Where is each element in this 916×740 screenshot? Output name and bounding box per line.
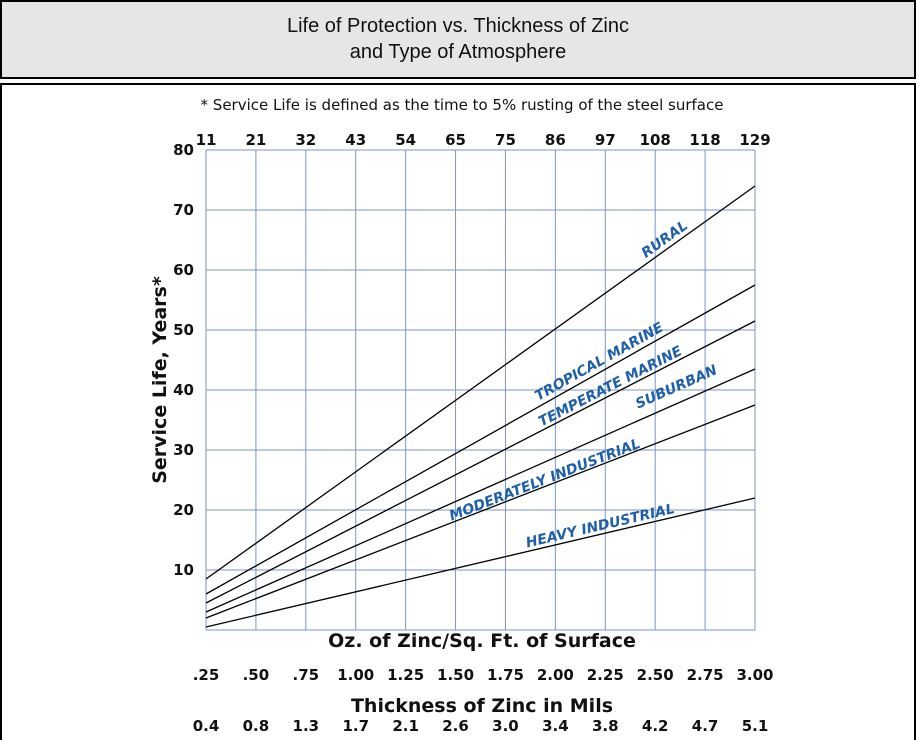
- series-line: [205, 320, 756, 604]
- chart-title-line-2: and Type of Atmosphere: [349, 41, 567, 63]
- x-top-tick-label: 54: [395, 131, 416, 149]
- x-tick-label-oz: .75: [293, 666, 320, 684]
- series-line: [205, 404, 756, 619]
- x-tick-label-mils: 2.1: [392, 717, 419, 735]
- x-top-tick-label: 21: [245, 131, 266, 149]
- x-tick-label-mils: 3.0: [492, 717, 519, 735]
- chart-body: [0, 83, 916, 740]
- x-tick-label-mils: 5.1: [742, 717, 769, 735]
- x-tick-label-oz: 2.00: [537, 666, 574, 684]
- x-tick-label-oz: 1.50: [437, 666, 474, 684]
- y-tick-label: 60: [173, 261, 194, 279]
- x-top-tick-label: 118: [689, 131, 720, 149]
- x-tick-label-oz: 2.75: [687, 666, 724, 684]
- x-tick-label-mils: 4.2: [642, 717, 669, 735]
- footnote: * Service Life is defined as the time to…: [201, 96, 724, 114]
- x-tick-label-oz: 1.00: [337, 666, 374, 684]
- x-top-tick-label: 97: [595, 131, 616, 149]
- x-tick-label-oz: 3.00: [736, 666, 773, 684]
- x-tick-label-mils: 3.8: [592, 717, 619, 735]
- series-line: [205, 368, 756, 613]
- y-tick-label: 50: [173, 321, 194, 339]
- x-axis-title-mils: Thickness of Zinc in Mils: [351, 695, 613, 717]
- y-tick-label: 40: [173, 381, 194, 399]
- x-tick-label-oz: 2.50: [637, 666, 674, 684]
- x-tick-label-oz: .25: [193, 666, 220, 684]
- x-top-tick-label: 11: [196, 131, 217, 149]
- series-line: [205, 497, 756, 628]
- x-axis-title-oz: Oz. of Zinc/Sq. Ft. of Surface: [328, 630, 636, 652]
- x-tick-label-oz: 2.25: [587, 666, 624, 684]
- x-tick-label-oz: 1.75: [487, 666, 524, 684]
- series-label: HEAVY INDUSTRIAL: [524, 501, 676, 551]
- x-tick-label-mils: 1.3: [293, 717, 320, 735]
- x-tick-label-mils: 1.7: [342, 717, 369, 735]
- x-tick-label-oz: .50: [243, 666, 270, 684]
- x-top-tick-label: 43: [345, 131, 366, 149]
- chart-title-line-1: Life of Protection vs. Thickness of Zinc: [286, 15, 629, 37]
- series-label: RURAL: [639, 218, 691, 262]
- grid: [205, 149, 756, 631]
- x-top-tick-label: 75: [495, 131, 516, 149]
- chart-title-box: Life of Protection vs. Thickness of Zinc…: [0, 0, 916, 79]
- y-tick-label: 30: [173, 441, 194, 459]
- x-top-tick-label: 65: [445, 131, 466, 149]
- y-tick-label: 20: [173, 501, 194, 519]
- x-tick-label-mils: 0.8: [243, 717, 270, 735]
- series-line: [205, 284, 756, 595]
- x-tick-label-mils: 3.4: [542, 717, 569, 735]
- x-top-tick-label: 32: [295, 131, 316, 149]
- x-tick-label-mils: 4.7: [692, 717, 719, 735]
- series-lines: [205, 185, 756, 628]
- x-tick-label-mils: 0.4: [193, 717, 220, 735]
- y-tick-label: 70: [173, 201, 194, 219]
- x-tick-label-mils: 2.6: [442, 717, 469, 735]
- y-tick-label: 10: [173, 561, 194, 579]
- x-tick-label-oz: 1.25: [387, 666, 424, 684]
- x-top-tick-label: 86: [545, 131, 566, 149]
- x-top-tick-label: 129: [739, 131, 770, 149]
- y-axis-title: Service Life, Years*: [149, 276, 171, 484]
- series-label: MODERATELY INDUSTRIAL: [447, 436, 642, 525]
- x-top-tick-label: 108: [640, 131, 671, 149]
- y-tick-label: 80: [173, 141, 194, 159]
- series-line: [205, 185, 756, 580]
